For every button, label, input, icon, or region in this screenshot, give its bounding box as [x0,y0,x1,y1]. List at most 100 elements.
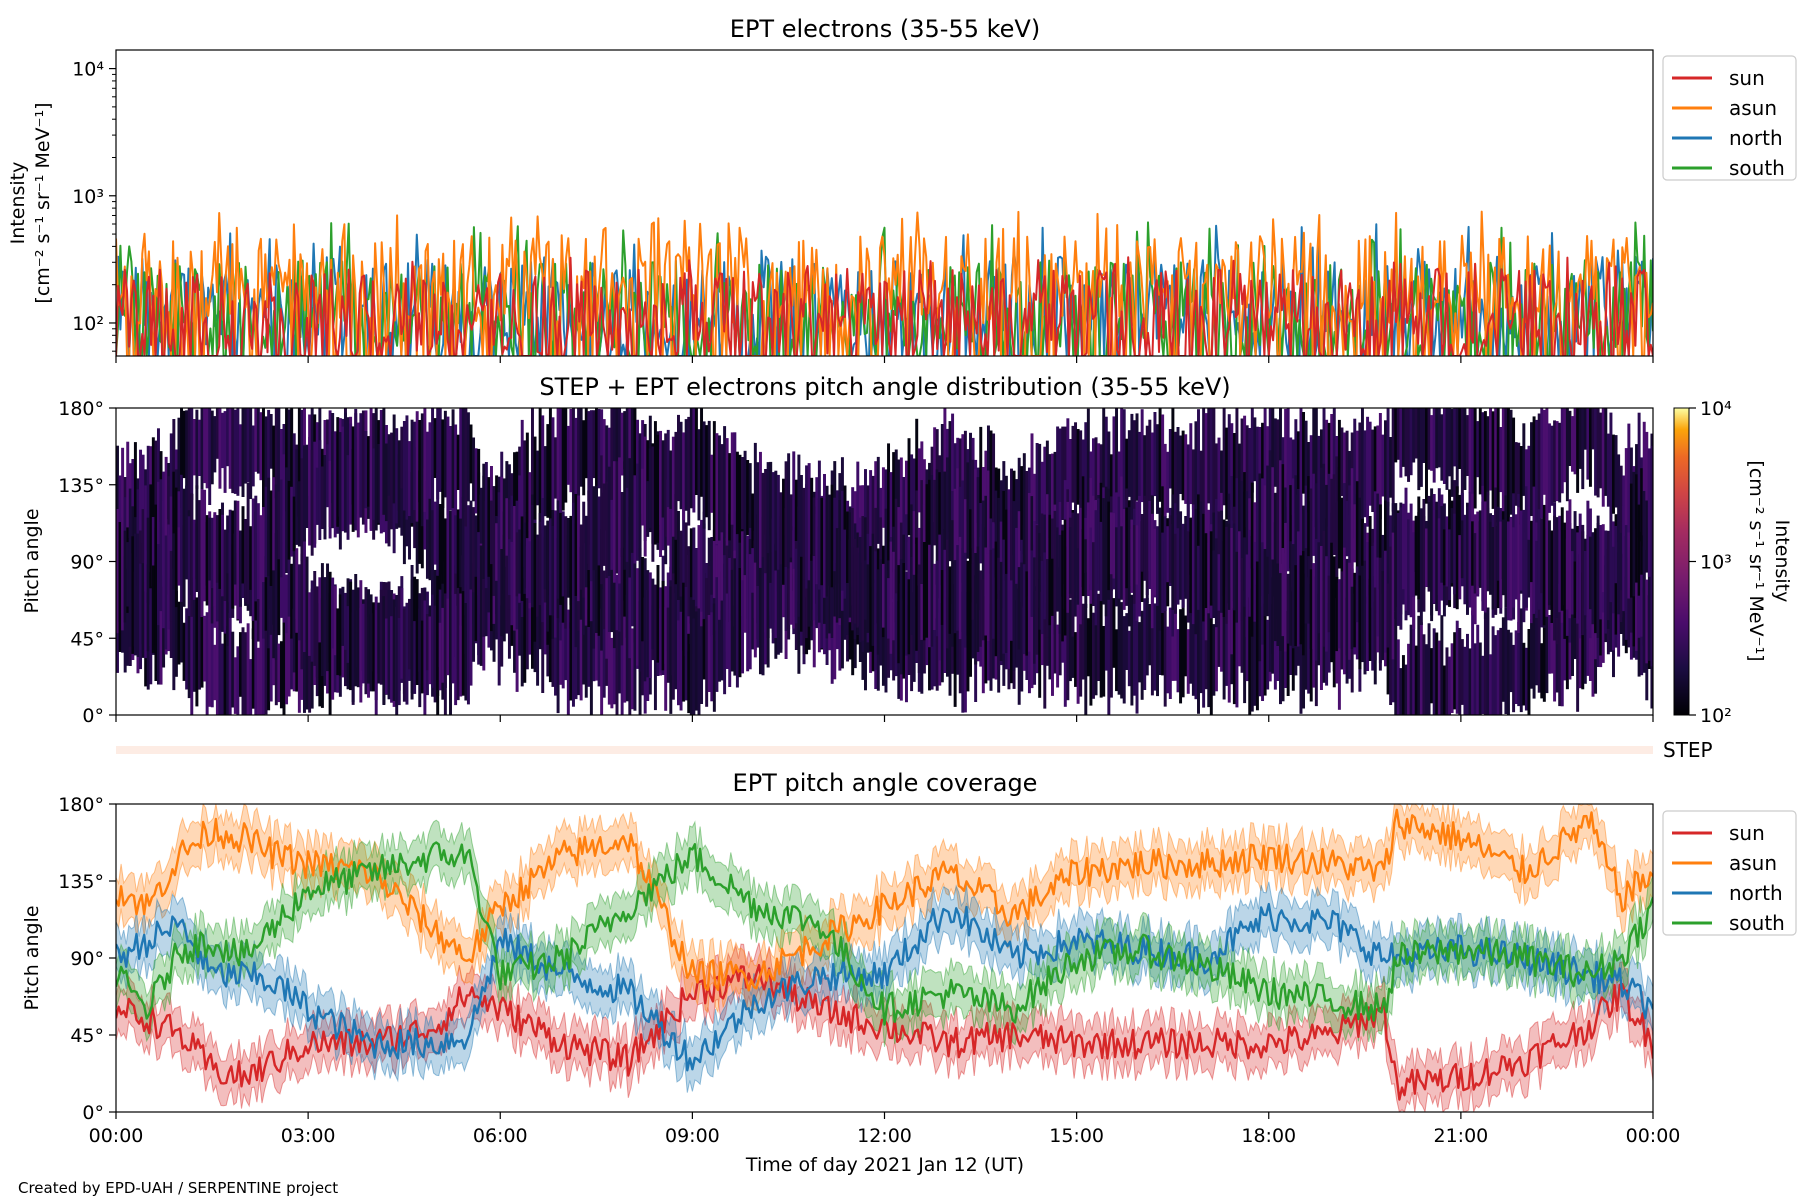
heatmap-cell [1199,450,1203,512]
heatmap-cell [1022,453,1026,555]
heatmap-cell [712,603,716,712]
heatmap-cell [1243,415,1247,492]
heatmap-cell [1281,464,1285,564]
heatmap-cell [397,618,401,706]
heatmap-cell [1181,578,1185,698]
heatmap-cell [1650,445,1653,572]
heatmap-cell [1181,537,1185,607]
heatmap-cell [1040,513,1044,585]
heatmap-cell [500,476,504,606]
heatmap-cell [487,547,491,613]
x-tick-label: 06:00 [473,1125,528,1147]
heatmap-cell [1248,428,1252,521]
heatmap-cell [892,452,896,573]
heatmap-cell [267,477,271,577]
heatmap-cell [766,538,770,668]
heatmap-cell [1207,408,1211,504]
heatmap-cell [1563,522,1567,639]
heatmap-cell [597,496,601,566]
heatmap-cell [945,457,949,571]
heatmap-cell [1396,408,1400,460]
heatmap-cell [1386,583,1390,648]
heatmap-cell [459,556,463,626]
heatmap-cell [1478,408,1482,495]
heatmap-cell [682,613,686,702]
heatmap-cell [1514,630,1518,704]
heatmap-cell [1120,408,1124,518]
heatmap-cell [1217,597,1221,667]
heatmap-cell [738,568,742,678]
heatmap-cell [200,614,204,688]
heatmap-cell [958,627,962,694]
heatmap-cell [436,595,440,715]
heatmap-cell [1202,600,1206,708]
heatmap-cell [1314,538,1318,661]
heatmap-cell [1235,614,1239,708]
heatmap-cell [735,451,739,535]
heatmap-cell [1637,504,1641,596]
heatmap-cell [1501,617,1505,702]
legend-label-sun: sun [1729,66,1765,90]
heatmap-cell [443,595,447,715]
heatmap-cell [477,448,481,533]
heatmap-cell [692,551,696,654]
heatmap-cell [1325,556,1329,652]
heatmap-cell [1035,525,1039,655]
heatmap-cell [812,497,816,556]
heatmap-cell [1240,558,1244,621]
heatmap-cell [505,498,509,567]
heatmap-cell [1276,619,1280,681]
heatmap-cell [244,519,248,603]
heatmap-cell [1353,504,1357,563]
heatmap-cell [1312,408,1316,521]
heatmap-cell [1522,423,1526,496]
heatmap-cell [1591,533,1595,625]
heatmap-cell [1166,526,1170,583]
heatmap-cell [687,546,691,617]
heatmap-cell [285,619,289,705]
heatmap-cell [915,418,919,544]
heatmap-cell [648,572,652,678]
heatmap-cell [1568,499,1572,619]
heatmap-cell [1314,408,1318,528]
heatmap-cell [1235,408,1239,511]
heatmap-cell [684,522,688,610]
heatmap-cell [1171,408,1175,524]
heatmap-cell [981,579,985,641]
heatmap-cell [1135,413,1139,501]
heatmap-cell [482,463,486,579]
heatmap-cell [400,588,404,679]
heatmap-cell [1074,516,1078,617]
heatmap-cell [1627,532,1631,599]
heatmap-cell [600,529,604,651]
heatmap-cell [1222,541,1226,617]
heatmap-cell [1273,418,1277,487]
heatmap-cell [256,503,260,599]
heatmap-cell [156,481,160,569]
heatmap-cell [1576,408,1580,493]
heatmap-cell [425,480,429,579]
heatmap-cell [746,460,750,536]
heatmap-cell [1358,575,1362,670]
heatmap-cell [1473,408,1477,509]
heatmap-cell [1186,444,1190,517]
heatmap-cell [712,529,716,599]
heatmap-cell [249,408,253,499]
heatmap-cell [1130,413,1134,532]
heatmap-cell [666,479,670,546]
heatmap-cell [823,474,826,598]
heatmap-cell [1176,629,1180,693]
legend-label-sun: sun [1729,821,1765,845]
heatmap-cell [571,408,575,515]
heatmap-cell [141,563,145,645]
heatmap-cell [728,453,732,541]
heatmap-cell [853,491,857,548]
heatmap-cell [1624,525,1628,614]
heatmap-cell [969,432,972,547]
heatmap-cell [1535,540,1539,618]
heatmap-cell [628,458,632,578]
heatmap-cell [597,618,601,687]
heatmap-cell [1353,572,1357,648]
heatmap-cell [415,411,419,522]
heatmap-cell [1371,429,1375,512]
